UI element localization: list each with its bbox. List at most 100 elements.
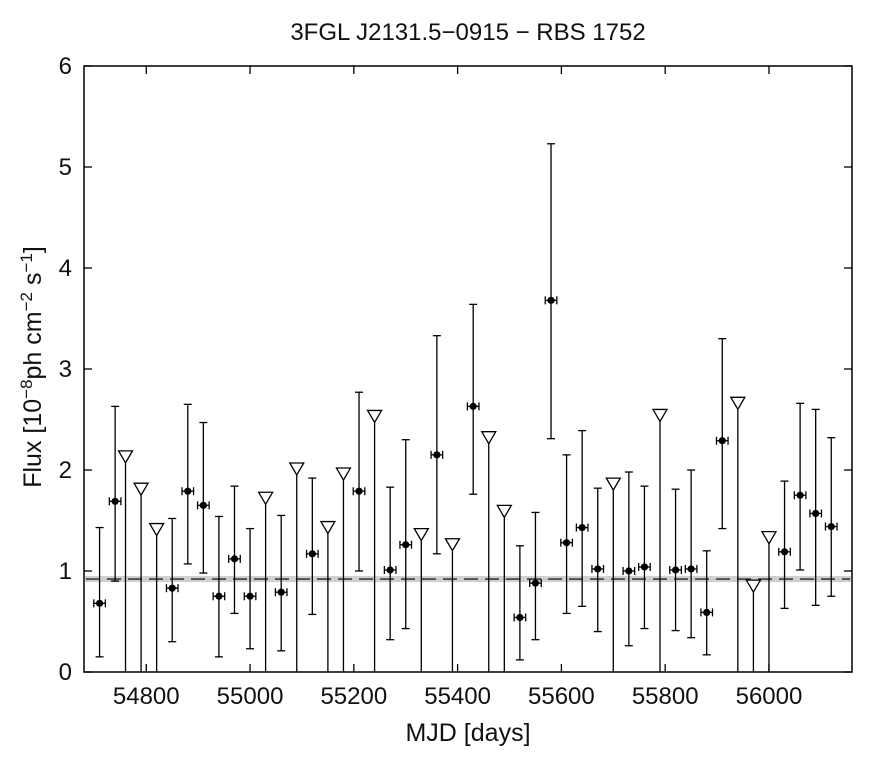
x-tick-label: 55200 (320, 683, 387, 710)
chart-title: 3FGL J2131.5−0915 − RBS 1752 (290, 19, 645, 46)
y-label-prefix: Flux [10 (19, 399, 47, 488)
data-marker (433, 451, 441, 459)
upper-limit (117, 450, 134, 672)
data-point (165, 517, 179, 643)
y-tick-label: 3 (59, 356, 72, 383)
data-marker (184, 487, 192, 495)
data-marker (547, 296, 555, 304)
upper-limit-triangle (444, 538, 461, 553)
x-tick-label: 55600 (528, 683, 595, 710)
upper-limit (444, 538, 461, 672)
data-marker (246, 592, 254, 600)
data-point (529, 511, 542, 641)
data-point (544, 143, 558, 440)
data-point (430, 335, 444, 555)
data-marker (469, 402, 477, 410)
data-point (793, 402, 807, 571)
upper-limit-triangle (605, 477, 622, 492)
upper-limit (651, 408, 669, 672)
data-marker (308, 550, 316, 558)
upper-limit (132, 482, 150, 672)
upper-limit-triangle (117, 450, 134, 465)
data-layer (93, 143, 838, 672)
data-point (274, 514, 288, 652)
upper-limit-triangle (480, 431, 497, 445)
data-marker (95, 599, 104, 607)
y-label-exp3: −1 (17, 253, 36, 272)
data-point (399, 439, 413, 630)
upper-limit (335, 467, 352, 672)
data-marker (812, 509, 820, 518)
data-marker (277, 588, 285, 596)
data-point (575, 429, 589, 607)
upper-limit (496, 504, 513, 672)
data-point (622, 471, 636, 647)
upper-limit (605, 477, 622, 672)
data-marker (168, 584, 176, 592)
y-label-mid: ph cm (19, 311, 47, 379)
data-marker (718, 437, 726, 445)
upper-limit (729, 396, 746, 672)
y-tick-label: 0 (59, 659, 72, 686)
data-marker (111, 497, 119, 505)
data-marker (640, 563, 649, 571)
upper-limit-triangle (651, 408, 669, 423)
data-marker (796, 491, 804, 499)
data-point (352, 391, 366, 572)
data-point (700, 550, 714, 656)
y-tick-label: 4 (59, 255, 72, 282)
upper-limit (319, 520, 337, 672)
upper-limit-triangle (148, 522, 165, 537)
upper-limit-triangle (729, 396, 746, 411)
y-tick-label: 5 (59, 154, 72, 181)
data-point (466, 303, 480, 495)
data-point (591, 487, 605, 633)
upper-limit (288, 462, 305, 672)
data-marker (355, 487, 363, 495)
y-label-suffix: ] (19, 246, 47, 253)
x-tick-label: 54800 (113, 683, 180, 710)
data-marker (578, 523, 586, 532)
data-point (684, 469, 698, 639)
x-tick-label: 55800 (632, 683, 699, 710)
y-tick-label: 2 (59, 457, 72, 484)
x-axis-label: MJD [days] (405, 719, 530, 747)
upper-limit-triangle (288, 462, 305, 477)
data-marker (386, 566, 394, 574)
upper-limit (745, 579, 762, 672)
upper-limit (413, 527, 430, 672)
y-label-exp1: −8 (17, 379, 36, 398)
y-tick-label: 1 (59, 558, 72, 585)
data-marker (230, 555, 239, 563)
data-marker (703, 608, 711, 617)
upper-limit (760, 531, 778, 672)
data-marker (827, 522, 835, 531)
data-point (778, 480, 791, 610)
data-point (637, 485, 651, 630)
data-marker (780, 548, 789, 556)
data-marker (516, 613, 524, 622)
data-point (212, 515, 226, 658)
data-marker (687, 565, 695, 573)
y-label-exp2: −2 (17, 292, 36, 311)
upper-limit-triangle (319, 520, 337, 535)
data-point (108, 405, 122, 582)
upper-limit-triangle (335, 467, 352, 482)
data-point (383, 486, 397, 641)
upper-limit-triangle (132, 482, 150, 497)
upper-limit-triangle (496, 504, 513, 519)
upper-limit (148, 522, 165, 672)
y-label-mid2: s (19, 273, 47, 292)
data-point (305, 477, 319, 616)
upper-limit-triangle (760, 531, 778, 545)
data-marker (402, 541, 410, 549)
data-marker (671, 566, 680, 574)
upper-limit-triangle (745, 579, 762, 594)
data-point (196, 421, 210, 574)
data-marker (594, 565, 602, 573)
data-point (93, 526, 107, 658)
data-point (181, 403, 195, 565)
y-axis-label: Flux [10−8ph cm−2 s−1] (17, 246, 48, 488)
data-point (560, 454, 574, 615)
